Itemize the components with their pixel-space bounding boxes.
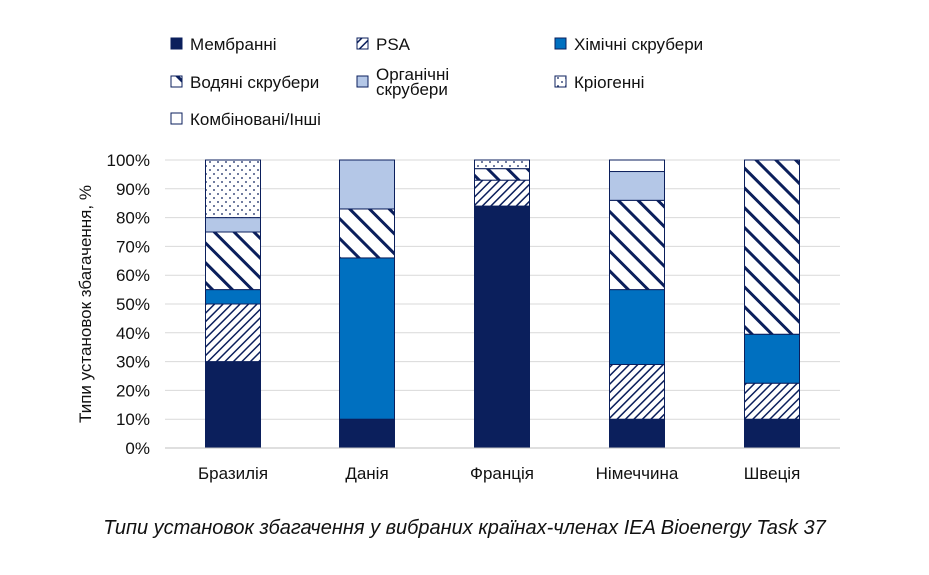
bar-segment-membrane [474,205,530,449]
y-tick-label: 100% [107,151,150,170]
legend-item-water: Водяні скрубери [170,73,319,92]
x-category-label: Швеція [744,464,801,483]
legend-swatch [554,37,567,50]
y-tick-label: 40% [116,324,150,343]
bar-segment-chemical [205,289,261,305]
x-category-label: Франція [470,464,534,483]
y-tick-label: 60% [116,266,150,285]
x-category-label: Німеччина [596,464,679,483]
bar-segment-organic [205,217,261,233]
bar-stack [474,159,530,449]
legend-label: Комбіновані/Інші [190,110,321,129]
legend-label: PSA [376,35,411,54]
y-tick-label: 0% [125,439,150,458]
bar-segment-water [744,159,800,335]
x-axis-categories: Бразилія Данія Франція Німеччина Швеція [198,464,800,483]
legend-item-organic: Органічні скрубери [356,65,449,99]
y-tick-label: 20% [116,381,150,400]
bar-stack [609,159,665,449]
bar-segment-combined [609,159,665,173]
legend-swatch [356,37,369,50]
legend-label: Мембранні [190,35,277,54]
bars [205,159,800,449]
legend-swatch [356,75,369,88]
x-category-label: Бразилія [198,464,268,483]
bar-segment-membrane [609,418,665,449]
y-tick-label: 80% [116,209,150,228]
bar-segment-water [205,231,261,291]
bar-segment-membrane [339,418,395,449]
legend-item-cryogenic: Кріогенні [554,73,644,92]
x-category-label: Данія [345,464,388,483]
bar-segment-psa [474,179,530,207]
legend-label: Хімічні скрубери [574,35,703,54]
bar-segment-water [339,208,395,259]
y-tick-label: 10% [116,410,150,429]
y-tick-label: 30% [116,353,150,372]
bar-stack [744,159,800,449]
bar-segment-psa [205,303,261,363]
bar-segment-water [609,199,665,291]
bar-segment-psa [744,382,800,420]
y-axis-label: Типи установок збагачення, % [76,185,95,423]
legend-swatch [170,37,183,50]
legend-swatch [554,75,567,88]
bar-segment-organic [339,159,395,210]
bar-segment-chemical [744,333,800,384]
y-axis-ticks: 0% 10% 20% 30% 40% 50% 60% 70% 80% 90% 100% [107,151,150,458]
y-tick-label: 70% [116,237,150,256]
figure-caption: Типи установок збагачення у вибраних кра… [103,517,826,539]
y-tick-label: 50% [116,295,150,314]
legend-item-psa: PSA [356,35,411,54]
legend-item-membrane: Мембранні [170,35,277,54]
bar-stack [339,159,395,449]
bar-segment-water [474,168,530,181]
legend-label: Кріогенні [574,73,644,92]
legend-item-combined: Комбіновані/Інші [170,110,321,129]
legend: Мембранні PSA Хімічні скрубери Водяні скруб… [170,35,703,129]
bar-segment-membrane [744,418,800,449]
legend-swatch [170,112,183,125]
legend-label: Органічні скрубери [376,65,449,99]
bar-stack [205,159,261,449]
bar-segment-psa [609,363,665,420]
legend-swatch [170,75,183,88]
legend-item-chemical: Хімічні скрубери [554,35,703,54]
bar-segment-cryogenic [205,159,261,219]
y-tick-label: 90% [116,180,150,199]
legend-label: Водяні скрубери [190,73,319,92]
bar-segment-chemical [609,289,665,365]
bar-segment-chemical [339,257,395,420]
bar-segment-membrane [205,361,261,449]
stacked-bar-chart: Мембранні PSA Хімічні скрубери Водяні скруб… [76,35,840,483]
bar-segment-cryogenic [474,159,530,170]
bar-segment-organic [609,171,665,201]
